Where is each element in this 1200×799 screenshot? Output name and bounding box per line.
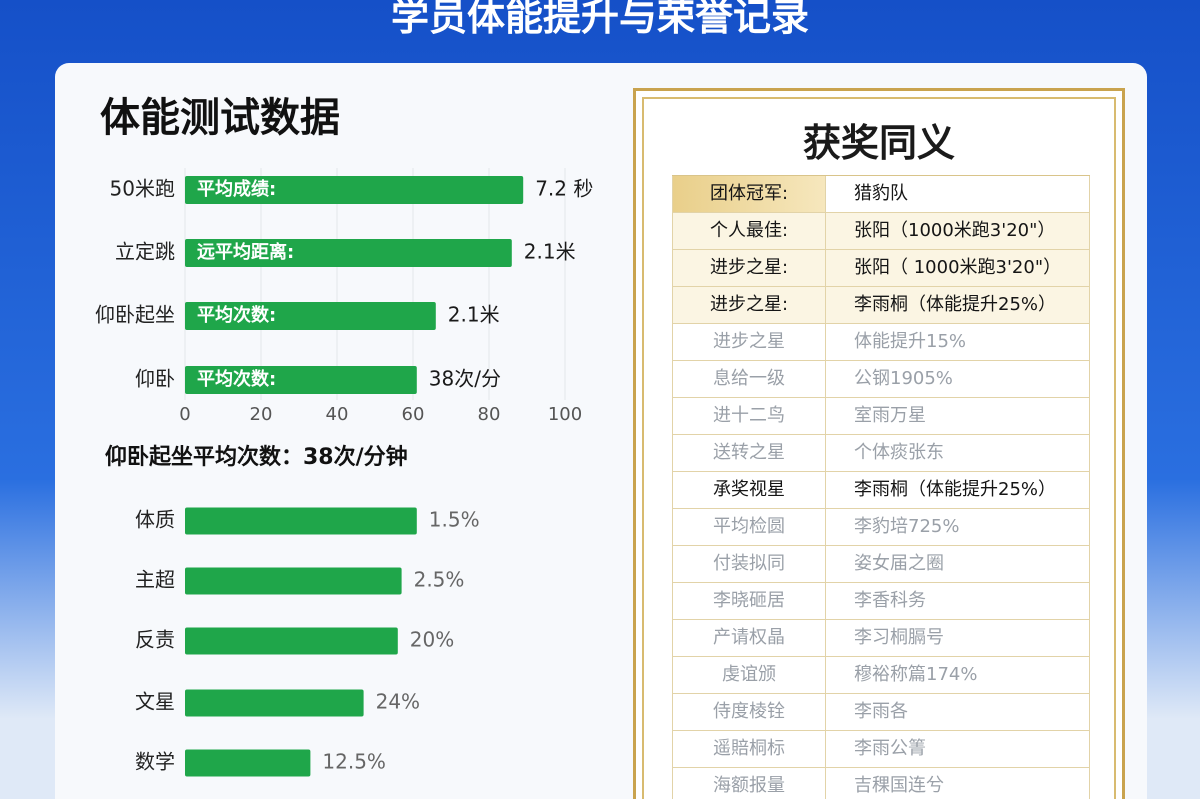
award-name: 送转之星	[673, 435, 826, 471]
bar-inner-label: 远平均距离:	[197, 241, 294, 263]
award-winner: 猎豹队	[854, 183, 908, 204]
bar	[185, 507, 417, 535]
award-row: 团体冠军: 猎豹队	[672, 176, 1090, 213]
award-name: 虔谊颁	[673, 657, 826, 693]
panel-title: 体能测试数据	[100, 95, 340, 141]
award-row: 平均检圆 李豹培725%	[672, 509, 1090, 546]
award-winner: 张阳（ 1000米跑3'20"）	[854, 257, 1062, 278]
award-row: 遥賠桐标 李雨公箐	[672, 731, 1090, 768]
bar	[185, 176, 524, 204]
bar	[185, 239, 512, 267]
category-label: 50米跑	[110, 177, 175, 201]
x-tick-label: 100	[548, 404, 582, 425]
award-name: 李晓砸居	[673, 583, 826, 619]
bar-annotation: 24%	[376, 690, 420, 714]
award-name: 承奖视星	[673, 472, 826, 508]
award-name: 团体冠军:	[673, 176, 826, 212]
chart-title: 仰卧起坐平均次数：38次/分钟	[105, 444, 408, 470]
category-label: 体质	[135, 508, 175, 532]
category-label: 立定跳	[115, 240, 175, 264]
award-winner: 李雨桐（体能提升25%）	[854, 479, 1057, 500]
bar-annotation: 12.5%	[322, 750, 386, 774]
awards-title: 获奖同义	[802, 121, 955, 165]
award-name: 进步之星:	[673, 250, 826, 286]
x-tick-label: 0	[179, 404, 190, 425]
award-row: 产请权晶 李习桐膈号	[672, 620, 1090, 657]
bar-annotation: 2.1米	[524, 240, 576, 264]
award-row: 送转之星 个体痰张东	[672, 435, 1090, 472]
bar-annotation: 7.2 秒	[535, 177, 593, 201]
category-label: 文星	[135, 690, 175, 714]
page-title: 学员体能提升与荣誉记录	[390, 0, 809, 39]
award-name: 侍度棱铨	[673, 694, 826, 730]
category-label: 反责	[135, 628, 175, 652]
award-row: 进步之星: 张阳（ 1000米跑3'20"）	[672, 250, 1090, 287]
award-winner: 穆裕称篇174%	[854, 664, 978, 685]
award-row: 海额报量 吉稞国连兮	[672, 768, 1090, 799]
award-name: 进步之星:	[673, 287, 826, 323]
award-name: 息给一级	[673, 361, 826, 397]
award-name: 进十二鸟	[673, 398, 826, 434]
award-row: 进步之星: 李雨桐（体能提升25%）	[672, 287, 1090, 324]
award-row: 李晓砸居 李香科务	[672, 583, 1090, 620]
bar-annotation: 1.5%	[429, 508, 480, 532]
bar-annotation: 2.5%	[414, 568, 465, 592]
award-winner: 李香科务	[854, 590, 926, 611]
awards-table: 团体冠军: 猎豹队个人最佳: 张阳（1000米跑3'20"） 进步之星: 张阳（ 100…	[672, 175, 1090, 799]
award-winner: 李雨桐（体能提升25%）	[854, 294, 1057, 315]
x-tick-label: 40	[326, 404, 349, 425]
bar	[185, 627, 398, 655]
bar	[185, 689, 364, 717]
x-tick-label: 20	[250, 404, 273, 425]
award-name: 进步之星	[673, 324, 826, 360]
award-winner: 李雨公箐	[854, 738, 926, 759]
award-winner: 张阳（1000米跑3'20"）	[854, 220, 1056, 241]
award-winner: 个体痰张东	[854, 442, 944, 463]
award-row: 付装拟同 姿女届之圈	[672, 546, 1090, 583]
bar-annotation: 2.1米	[448, 303, 500, 327]
bar-inner-label: 平均次数:	[197, 368, 276, 390]
bar	[185, 302, 436, 330]
award-name: 遥賠桐标	[673, 731, 826, 767]
category-label: 仰卧	[135, 367, 175, 391]
award-row: 进步之星 体能提升15%	[672, 324, 1090, 361]
award-row: 虔谊颁 穆裕称篇174%	[672, 657, 1090, 694]
award-winner: 体能提升15%	[854, 331, 967, 352]
award-row: 承奖视星 李雨桐（体能提升25%）	[672, 472, 1090, 509]
category-label: 仰卧起坐	[95, 303, 175, 327]
award-winner: 李豹培725%	[854, 516, 960, 537]
award-name: 付装拟同	[673, 546, 826, 582]
bar-inner-label: 平均成绩:	[197, 178, 276, 200]
award-winner: 室雨万星	[854, 405, 926, 426]
award-row: 进十二鸟 室雨万星	[672, 398, 1090, 435]
x-tick-label: 80	[478, 404, 501, 425]
award-row: 侍度棱铨 李雨各	[672, 694, 1090, 731]
bar	[185, 366, 417, 394]
award-name: 产请权晶	[673, 620, 826, 656]
category-label: 主超	[135, 568, 175, 592]
award-row: 个人最佳: 张阳（1000米跑3'20"）	[672, 213, 1090, 250]
category-label: 数学	[135, 750, 175, 774]
award-row: 息给一级 公钢1905%	[672, 361, 1090, 398]
bar	[185, 567, 402, 595]
bar-inner-label: 平均次数:	[197, 304, 276, 326]
award-name: 个人最佳:	[673, 213, 826, 249]
award-winner: 姿女届之圈	[854, 553, 944, 574]
award-name: 平均检圆	[673, 509, 826, 545]
award-winner: 公钢1905%	[854, 368, 953, 389]
x-tick-label: 60	[402, 404, 425, 425]
bar	[185, 749, 311, 777]
award-winner: 李习桐膈号	[854, 627, 944, 648]
award-name: 海额报量	[673, 768, 826, 799]
bar-annotation: 38次/分	[429, 367, 501, 391]
award-winner: 李雨各	[854, 701, 908, 722]
bar-annotation: 20%	[410, 628, 454, 652]
award-winner: 吉稞国连兮	[854, 775, 944, 796]
